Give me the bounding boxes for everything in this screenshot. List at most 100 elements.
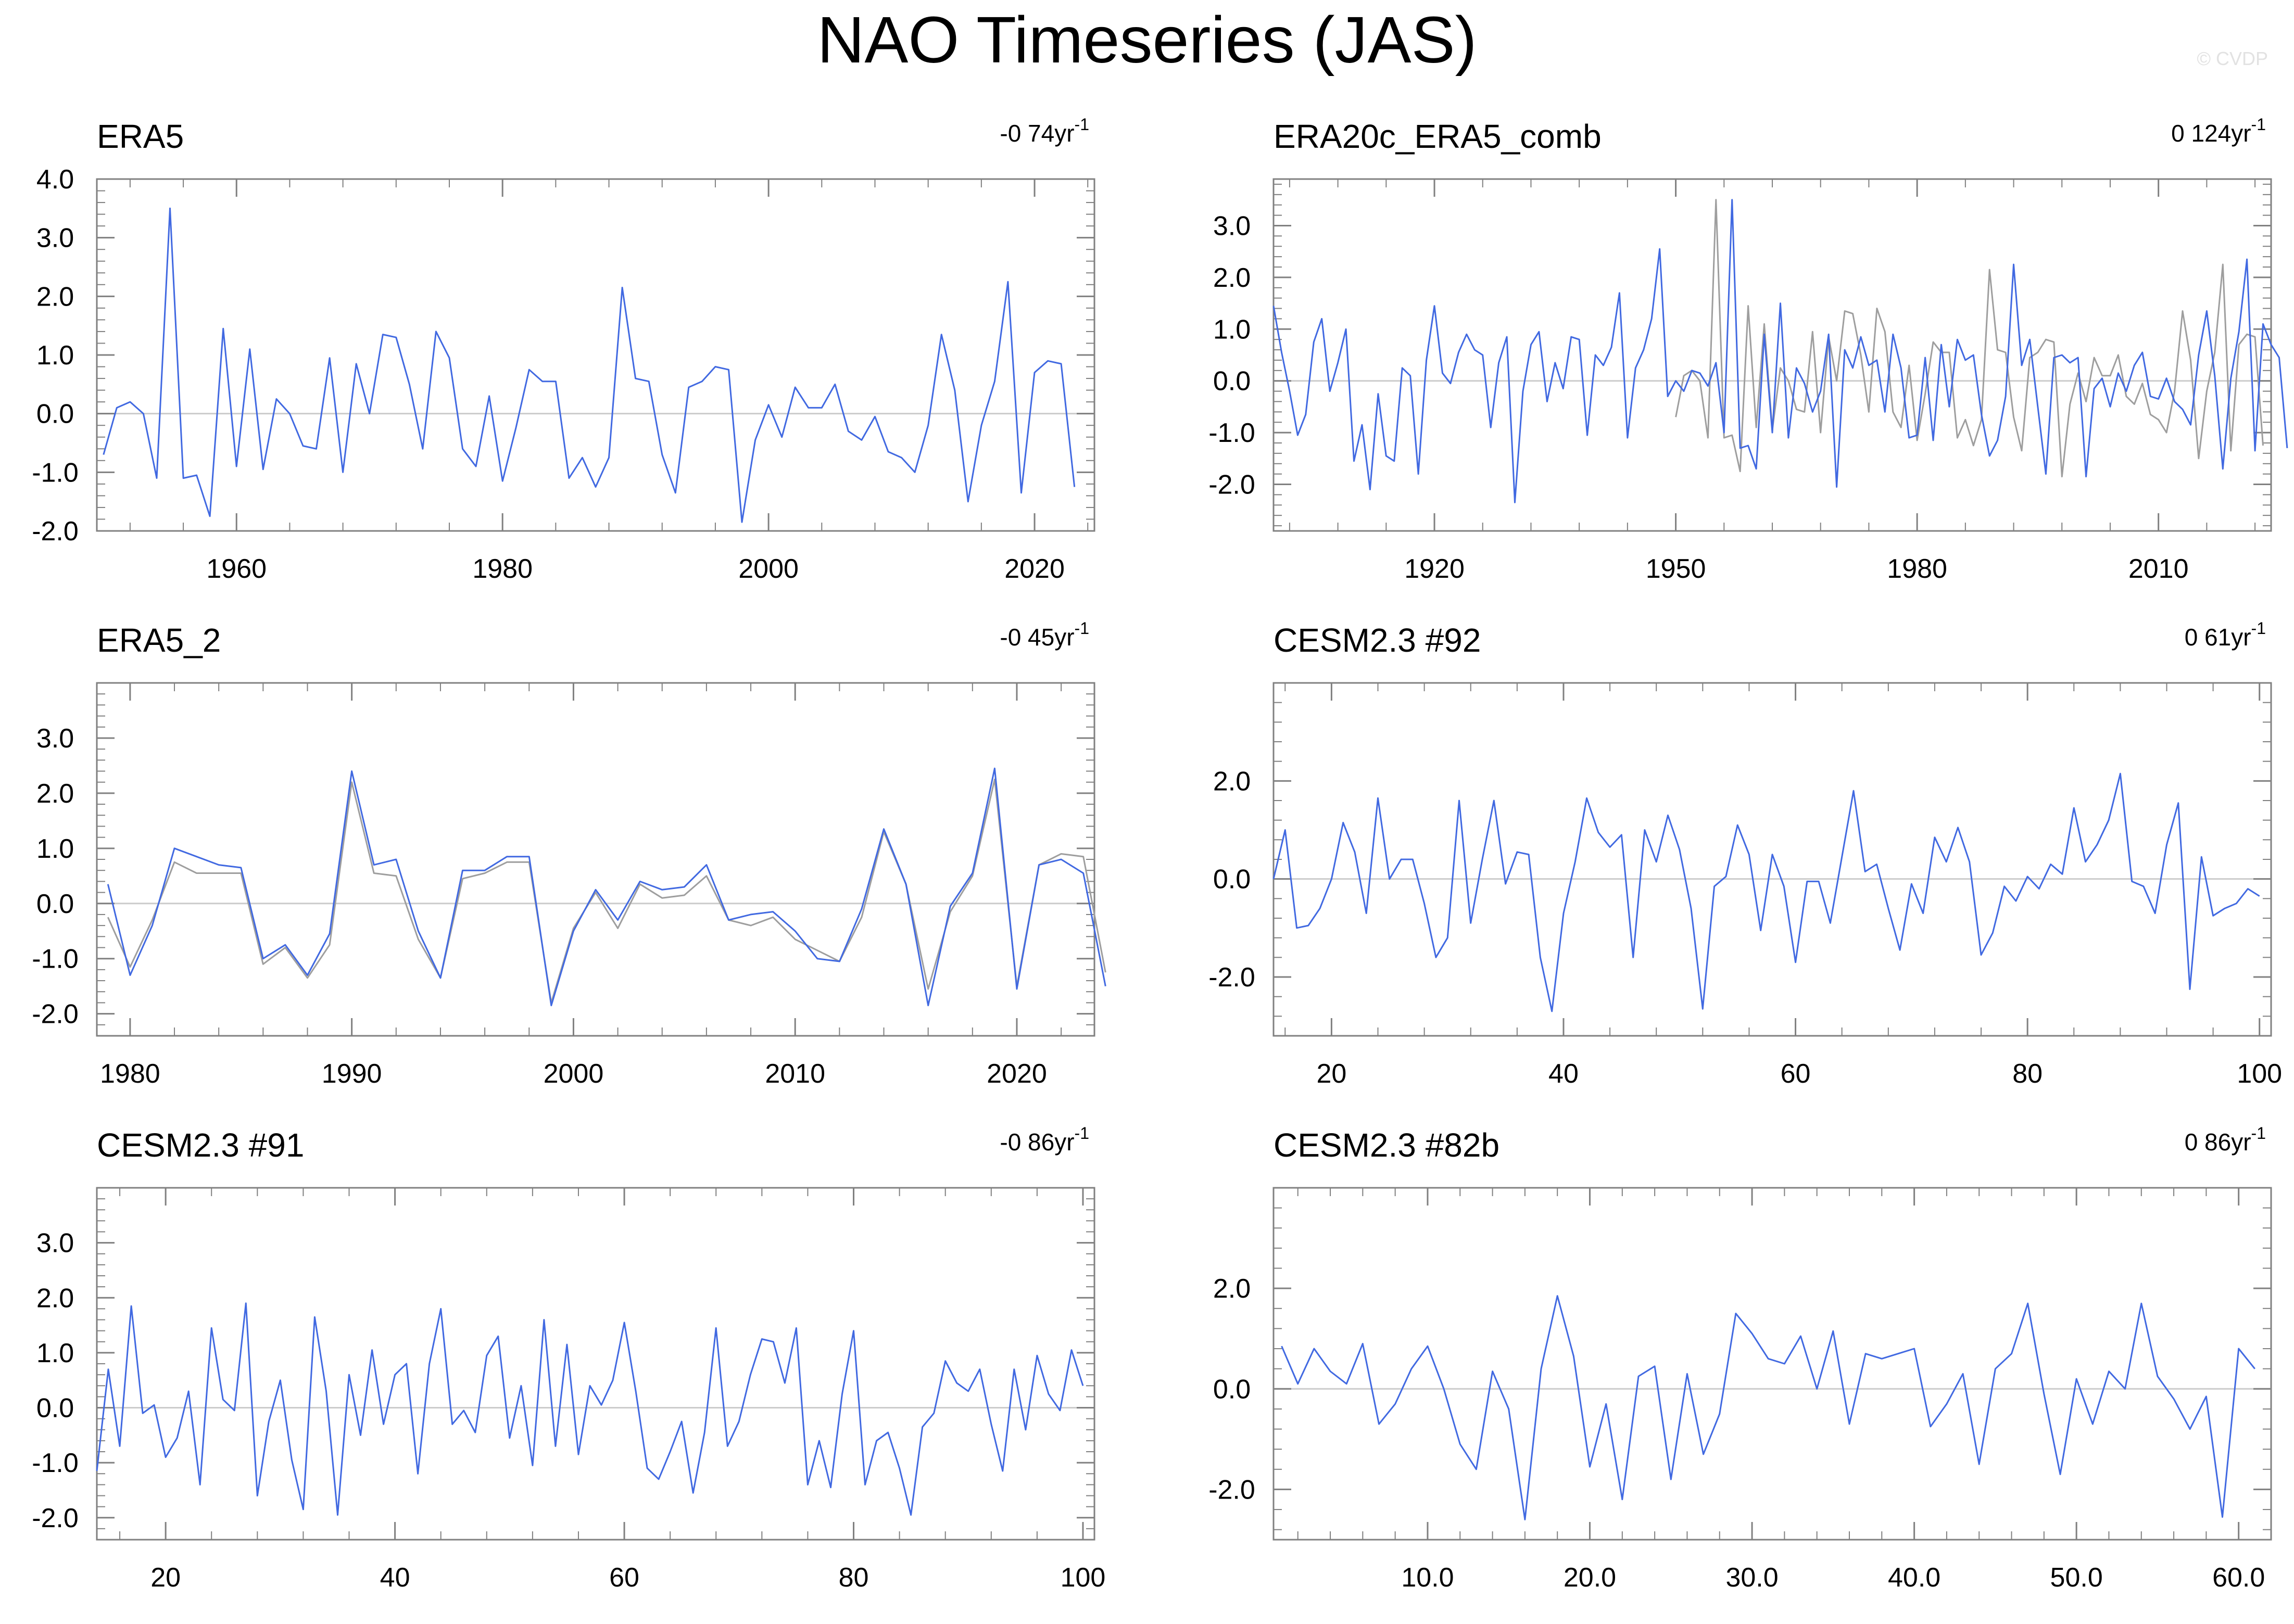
x-tick-label: 2000 bbox=[738, 554, 799, 584]
trend-exponent: -1 bbox=[1075, 1124, 1089, 1143]
trend-label: 0 124yr-1 bbox=[2171, 115, 2266, 147]
trend-value: 0 124yr bbox=[2171, 120, 2251, 147]
trend-label: 0 61yr-1 bbox=[2185, 619, 2266, 651]
trend-label: -0 86yr-1 bbox=[1000, 1124, 1089, 1156]
y-tick-label: 2.0 bbox=[1213, 766, 1251, 796]
y-tick-label: 2.0 bbox=[1213, 1274, 1251, 1304]
x-tick-label: 2020 bbox=[1004, 554, 1065, 584]
y-tick-label: 4.0 bbox=[36, 164, 74, 195]
y-tick-label: 1.0 bbox=[36, 1338, 74, 1368]
x-tick-label: 1990 bbox=[322, 1059, 382, 1089]
series-line-reference bbox=[107, 778, 1106, 1004]
panel-2: 1920 1950 1980 2010 -2.0 -1.0 0.0 1.0 2.0 3.0 ERA2… bbox=[1208, 115, 2288, 584]
y-tick-label: 0.0 bbox=[1213, 366, 1251, 397]
x-tick-label: 2010 bbox=[2128, 554, 2189, 584]
panel-3: 1980 1990 2000 2010 2020 -2.0 -1.0 0.0 1.0 2.0 3.0… bbox=[32, 619, 1106, 1089]
watermark-label: © CVDP bbox=[2197, 48, 2268, 69]
x-tick-label: 20 bbox=[1316, 1059, 1346, 1089]
y-tick-label: -2.0 bbox=[32, 516, 79, 547]
panel-title: CESM2.3 #92 bbox=[1274, 621, 1481, 659]
trend-label: -0 74yr-1 bbox=[1000, 115, 1089, 147]
y-tick-label: 2.0 bbox=[36, 779, 74, 809]
trend-exponent: -1 bbox=[2251, 1124, 2266, 1143]
trend-label: -0 45yr-1 bbox=[1000, 619, 1089, 651]
panel-title: ERA5_2 bbox=[97, 621, 221, 659]
panel-5: 20 40 60 80 100 -2.0 -1.0 0.0 1.0 2.0 3.0 CESM2.3 #… bbox=[32, 1124, 1105, 1593]
panel-title: ERA20c_ERA5_comb bbox=[1274, 118, 1602, 155]
panel-title: ERA5 bbox=[97, 118, 184, 155]
panel-1: 1960 1980 2000 2020 -2.0 -1.0 0.0 1.0 2.0 3.0 4.0 E… bbox=[32, 115, 1095, 584]
trend-label: 0 86yr-1 bbox=[2185, 1124, 2266, 1156]
y-tick-label: 0.0 bbox=[36, 399, 74, 429]
y-tick-label: -2.0 bbox=[32, 1503, 79, 1533]
y-tick-label: -1.0 bbox=[32, 1448, 79, 1478]
x-tick-label: 20 bbox=[150, 1563, 181, 1593]
trend-exponent: -1 bbox=[1075, 619, 1089, 638]
y-tick-label: 0.0 bbox=[1213, 1374, 1251, 1404]
series-line-main bbox=[1281, 1295, 2255, 1520]
trend-exponent: -1 bbox=[1075, 115, 1089, 134]
series-line-main bbox=[107, 767, 1106, 1007]
series-line-main bbox=[103, 207, 1076, 523]
y-tick-label: -1.0 bbox=[32, 944, 79, 974]
y-tick-label: -2.0 bbox=[32, 999, 79, 1030]
x-tick-label: 1950 bbox=[1646, 554, 1706, 584]
x-tick-label: 2000 bbox=[544, 1059, 604, 1089]
y-tick-label: 2.0 bbox=[36, 282, 74, 312]
x-tick-label: 20.0 bbox=[1564, 1563, 1616, 1593]
trend-value: 0 86yr bbox=[2185, 1128, 2251, 1156]
x-tick-label: 40.0 bbox=[1888, 1563, 1940, 1593]
trend-exponent: -1 bbox=[2251, 619, 2266, 638]
plot-frame bbox=[1272, 1187, 2272, 1541]
x-tick-label: 50.0 bbox=[2050, 1563, 2103, 1593]
y-tick-label: 0.0 bbox=[1213, 865, 1251, 895]
x-tick-label: 40 bbox=[1548, 1059, 1579, 1089]
y-tick-label: 3.0 bbox=[36, 223, 74, 253]
x-tick-label: 100 bbox=[2237, 1059, 2282, 1089]
y-tick-label: -2.0 bbox=[1208, 470, 1255, 500]
y-tick-label: 0.0 bbox=[36, 889, 74, 919]
x-tick-label: 10.0 bbox=[1401, 1563, 1454, 1593]
x-tick-label: 80 bbox=[2012, 1059, 2043, 1089]
x-tick-label: 2020 bbox=[987, 1059, 1047, 1089]
x-tick-label: 60 bbox=[609, 1563, 639, 1593]
x-tick-label: 40 bbox=[380, 1563, 410, 1593]
y-tick-label: 2.0 bbox=[1213, 263, 1251, 293]
panel-4: 20 40 60 80 100 -2.0 0.0 2.0 CESM2.3 #92 0 61yr-1 bbox=[1208, 619, 2282, 1089]
plot-frame bbox=[96, 178, 1095, 532]
y-tick-label: -1.0 bbox=[32, 458, 79, 488]
series-line-main bbox=[1272, 199, 2288, 503]
x-tick-label: 100 bbox=[1061, 1563, 1106, 1593]
trend-exponent: -1 bbox=[2251, 115, 2266, 134]
y-tick-label: -2.0 bbox=[1208, 962, 1255, 993]
figure-title: NAO Timeseries (JAS) bbox=[817, 3, 1477, 77]
panel-title: CESM2.3 #91 bbox=[97, 1126, 304, 1164]
y-tick-label: 3.0 bbox=[36, 724, 74, 754]
x-tick-label: 30.0 bbox=[1725, 1563, 1778, 1593]
trend-value: -0 86yr bbox=[1000, 1128, 1074, 1156]
x-tick-label: 1980 bbox=[100, 1059, 160, 1089]
x-tick-label: 80 bbox=[839, 1563, 869, 1593]
x-tick-label: 1920 bbox=[1404, 554, 1465, 584]
x-tick-label: 1960 bbox=[206, 554, 267, 584]
x-tick-label: 2010 bbox=[765, 1059, 825, 1089]
y-tick-label: -1.0 bbox=[1208, 418, 1255, 448]
y-tick-label: -2.0 bbox=[1208, 1475, 1255, 1505]
x-tick-label: 60.0 bbox=[2212, 1563, 2265, 1593]
trend-value: -0 74yr bbox=[1000, 120, 1074, 147]
plot-frame bbox=[1272, 178, 2272, 532]
y-tick-label: 1.0 bbox=[36, 834, 74, 864]
series-line-main bbox=[1272, 772, 2260, 1012]
panel-6: 10.0 20.0 30.0 40.0 50.0 60.0 -2.0 0.0 2.0 CESM2.… bbox=[1208, 1124, 2272, 1593]
y-tick-label: 1.0 bbox=[36, 340, 74, 371]
x-tick-label: 1980 bbox=[472, 554, 533, 584]
panel-title: CESM2.3 #82b bbox=[1274, 1126, 1499, 1164]
x-tick-label: 60 bbox=[1781, 1059, 1811, 1089]
y-tick-label: 0.0 bbox=[36, 1393, 74, 1424]
y-tick-label: 1.0 bbox=[1213, 314, 1251, 345]
trend-value: -0 45yr bbox=[1000, 624, 1074, 651]
trend-value: 0 61yr bbox=[2185, 624, 2251, 651]
series-line-main bbox=[96, 1302, 1084, 1516]
plot-frame bbox=[96, 682, 1095, 1037]
